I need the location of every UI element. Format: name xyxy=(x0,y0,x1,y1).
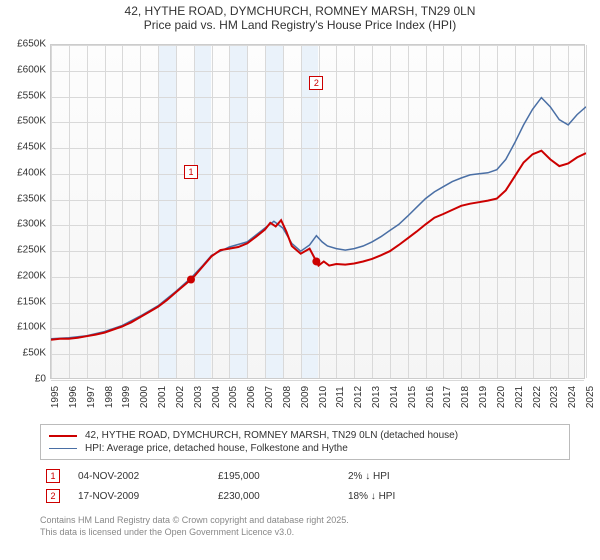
sale-diff: 18% ↓ HPI xyxy=(348,491,395,502)
x-tick-label: 1999 xyxy=(121,386,132,408)
sale-price: £195,000 xyxy=(218,471,348,482)
legend-item: 42, HYTHE ROAD, DYMCHURCH, ROMNEY MARSH,… xyxy=(49,429,561,442)
sale-date: 17-NOV-2009 xyxy=(78,491,218,502)
sale-marker-label: 1 xyxy=(184,165,198,179)
y-tick-label: £150K xyxy=(17,296,46,307)
sale-price: £230,000 xyxy=(218,491,348,502)
legend-item: HPI: Average price, detached house, Folk… xyxy=(49,442,561,455)
x-tick-label: 2017 xyxy=(442,386,453,408)
x-tick-label: 1997 xyxy=(86,386,97,408)
x-tick-label: 1998 xyxy=(104,386,115,408)
y-tick-label: £50K xyxy=(23,348,46,359)
x-tick-label: 2015 xyxy=(407,386,418,408)
x-tick-label: 2003 xyxy=(193,386,204,408)
x-tick-label: 1995 xyxy=(50,386,61,408)
legend-swatch xyxy=(49,448,77,450)
x-tick-label: 2004 xyxy=(211,386,222,408)
gridline-v xyxy=(586,45,587,378)
y-tick-label: £100K xyxy=(17,322,46,333)
series-price_paid xyxy=(51,151,586,340)
title-line1: 42, HYTHE ROAD, DYMCHURCH, ROMNEY MARSH,… xyxy=(0,4,600,18)
footer-line1: Contains HM Land Registry data © Crown c… xyxy=(40,514,570,526)
x-axis: 1995 1996 1997 1998 1999 2000 2001 2002 2003 2004… xyxy=(50,379,585,414)
x-tick-label: 2018 xyxy=(460,386,471,408)
sale-diff: 2% ↓ HPI xyxy=(348,471,390,482)
x-tick-label: 2012 xyxy=(353,386,364,408)
x-tick-label: 2022 xyxy=(532,386,543,408)
plot-area: 12 xyxy=(50,44,585,379)
footer-line2: This data is licensed under the Open Gov… xyxy=(40,526,570,538)
y-tick-label: £0 xyxy=(35,374,46,385)
x-tick-label: 2021 xyxy=(514,386,525,408)
y-tick-label: £350K xyxy=(17,193,46,204)
y-tick-label: £200K xyxy=(17,270,46,281)
sale-marker-label: 2 xyxy=(309,76,323,90)
y-tick-label: £450K xyxy=(17,142,46,153)
y-axis: £0£50K£100K£150K£200K£250K£300K£350K£400… xyxy=(5,44,50,379)
x-tick-label: 1996 xyxy=(68,386,79,408)
x-tick-label: 2013 xyxy=(371,386,382,408)
series-hpi xyxy=(51,98,586,339)
sale-marker-dot xyxy=(187,276,195,284)
y-tick-label: £550K xyxy=(17,90,46,101)
y-tick-label: £600K xyxy=(17,64,46,75)
x-tick-label: 2020 xyxy=(496,386,507,408)
sales-table: 1 04-NOV-2002£195,0002% ↓ HPI 2 17-NOV-2009… xyxy=(40,466,570,506)
x-tick-label: 2009 xyxy=(300,386,311,408)
x-tick-label: 2025 xyxy=(585,386,596,408)
x-tick-label: 2016 xyxy=(425,386,436,408)
sale-marker-dot xyxy=(312,257,320,265)
legend: 42, HYTHE ROAD, DYMCHURCH, ROMNEY MARSH,… xyxy=(40,424,570,460)
x-tick-label: 2010 xyxy=(318,386,329,408)
x-tick-label: 2006 xyxy=(246,386,257,408)
title-line2: Price paid vs. HM Land Registry's House … xyxy=(0,18,600,32)
chart-container: 42, HYTHE ROAD, DYMCHURCH, ROMNEY MARSH,… xyxy=(0,0,600,560)
y-tick-label: £500K xyxy=(17,116,46,127)
chart-area: £0 £50K £100K £150K £200K £250K £300K £350K £400… xyxy=(5,34,595,414)
footer: Contains HM Land Registry data © Crown c… xyxy=(40,514,570,538)
x-tick-label: 2002 xyxy=(175,386,186,408)
y-tick-label: £650K xyxy=(17,39,46,50)
y-tick-label: £300K xyxy=(17,219,46,230)
y-tick-label: £250K xyxy=(17,245,46,256)
sale-badge: 1 xyxy=(46,469,60,483)
x-tick-label: 2024 xyxy=(567,386,578,408)
x-tick-label: 2007 xyxy=(264,386,275,408)
sale-row: 2 17-NOV-2009£230,00018% ↓ HPI xyxy=(40,486,570,506)
sale-badge: 2 xyxy=(46,489,60,503)
x-tick-label: 2008 xyxy=(282,386,293,408)
x-tick-label: 2014 xyxy=(389,386,400,408)
x-tick-label: 2011 xyxy=(335,386,346,408)
chart-svg xyxy=(51,45,586,380)
x-tick-label: 2019 xyxy=(478,386,489,408)
sale-row: 1 04-NOV-2002£195,0002% ↓ HPI xyxy=(40,466,570,486)
y-tick-label: £400K xyxy=(17,167,46,178)
x-tick-label: 2000 xyxy=(139,386,150,408)
sale-date: 04-NOV-2002 xyxy=(78,471,218,482)
legend-label: HPI: Average price, detached house, Folk… xyxy=(85,443,348,454)
legend-label: 42, HYTHE ROAD, DYMCHURCH, ROMNEY MARSH,… xyxy=(85,430,458,441)
x-tick-label: 2023 xyxy=(549,386,560,408)
x-tick-label: 2005 xyxy=(228,386,239,408)
chart-title: 42, HYTHE ROAD, DYMCHURCH, ROMNEY MARSH,… xyxy=(0,0,600,34)
x-tick-label: 2001 xyxy=(157,386,168,408)
legend-swatch xyxy=(49,435,77,437)
